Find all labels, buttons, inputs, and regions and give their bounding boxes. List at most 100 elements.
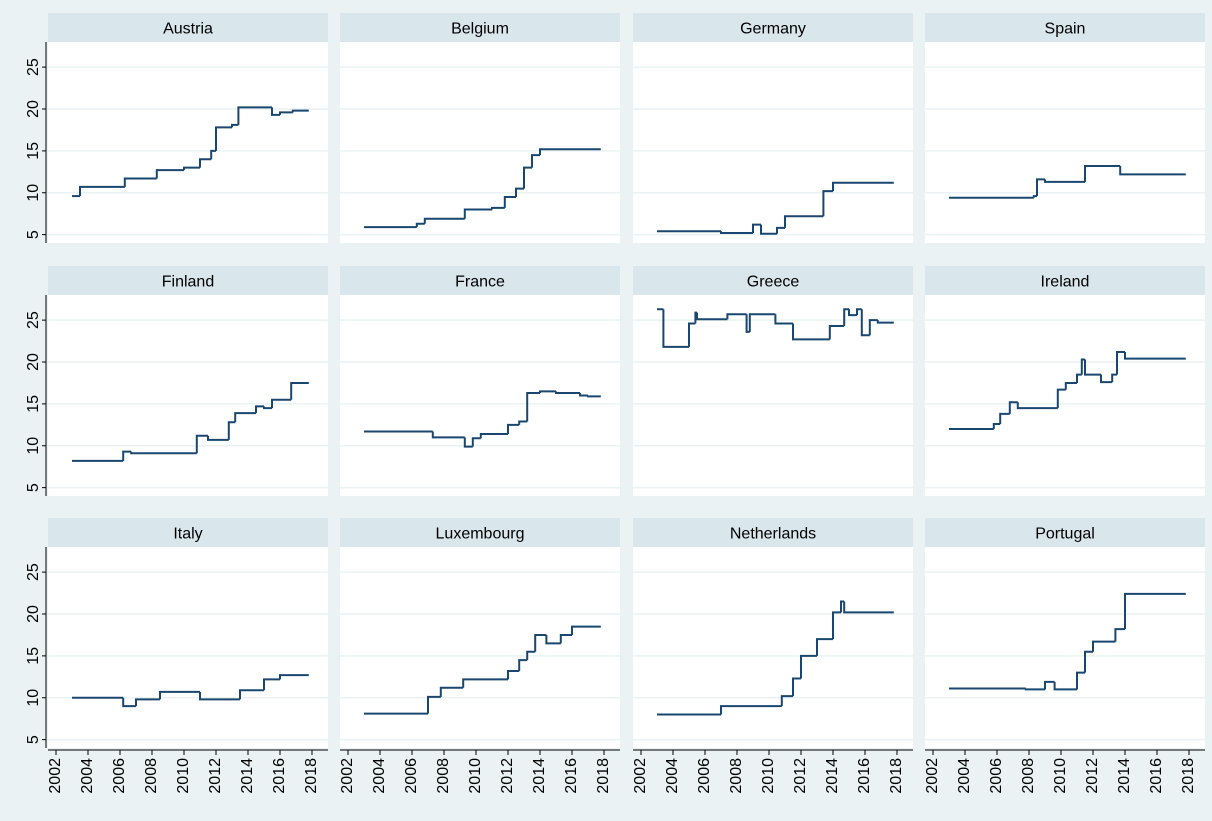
panel-background: [633, 547, 913, 748]
line-step: [290, 381, 309, 400]
x-tick-label: 2002: [339, 758, 356, 794]
line-step: [135, 698, 160, 707]
panel-title: Italy: [173, 526, 202, 543]
line-step: [195, 434, 208, 454]
line-step: [471, 437, 481, 447]
line-step: [122, 697, 136, 708]
x-tick-label: 2012: [207, 758, 224, 794]
panel-title: Finland: [162, 274, 214, 291]
line-step: [183, 166, 200, 171]
line-step: [199, 691, 240, 701]
y-tick-label: 10: [25, 437, 42, 455]
line-step: [1114, 628, 1125, 642]
x-tick-label: 2002: [47, 758, 64, 794]
x-tick-label: 2018: [888, 758, 905, 794]
line-step: [587, 395, 601, 398]
line-step: [1036, 178, 1045, 197]
line-step: [999, 412, 1010, 424]
line-step: [159, 690, 200, 700]
y-tick-label: 20: [25, 100, 42, 118]
line-step: [776, 226, 785, 234]
panel-header: [633, 13, 913, 42]
line-step: [1016, 402, 1058, 410]
x-tick-label: 2014: [239, 758, 256, 794]
line-step: [231, 123, 239, 128]
line-step: [539, 390, 556, 393]
x-tick-label: 2008: [143, 758, 160, 794]
line-step: [263, 406, 272, 410]
line-step: [822, 190, 833, 217]
line-step: [745, 314, 750, 333]
x-tick-label: 2018: [303, 758, 320, 794]
x-tick-label: 2010: [175, 758, 192, 794]
y-tick-label: 25: [25, 563, 42, 581]
line-step: [79, 185, 125, 197]
line-step: [271, 107, 280, 116]
line-step: [207, 435, 229, 441]
line-step: [239, 689, 264, 700]
line-step: [526, 650, 536, 661]
panel-background: [48, 42, 328, 243]
panel-background: [48, 295, 328, 496]
line-step: [868, 319, 878, 336]
y-tick-label: 5: [25, 483, 42, 492]
line-step: [832, 181, 894, 192]
line-step: [828, 324, 845, 340]
x-tick-label: 2010: [1052, 758, 1069, 794]
y-tick-label: 15: [25, 142, 42, 160]
line-step: [832, 611, 841, 640]
panel-header: [925, 518, 1205, 547]
line-step: [1084, 359, 1101, 376]
panel-header: [925, 13, 1205, 42]
line-step: [291, 109, 309, 113]
panel-header: [48, 518, 328, 547]
line-step: [720, 231, 753, 234]
line-step: [463, 208, 492, 219]
panel-background: [633, 295, 913, 496]
line-step: [1056, 388, 1066, 409]
line-step: [752, 223, 761, 233]
line-step: [1044, 179, 1085, 183]
line-step: [271, 398, 292, 409]
line-step: [1116, 350, 1125, 375]
line-step: [559, 633, 572, 644]
panel-title: Ireland: [1041, 274, 1090, 291]
line-step: [1124, 351, 1186, 360]
panel-header: [633, 518, 913, 547]
panel-title: France: [455, 274, 505, 291]
line-step: [279, 674, 309, 680]
line-step: [571, 625, 601, 635]
line-step: [1053, 681, 1077, 691]
line-step: [215, 126, 232, 151]
line-step: [856, 308, 862, 316]
panel-background: [925, 547, 1205, 748]
x-tick-label: 2012: [1084, 758, 1101, 794]
y-tick-label: 5: [25, 735, 42, 744]
line-step: [992, 422, 1001, 429]
panel-title: Spain: [1045, 21, 1086, 38]
line-step: [263, 678, 280, 691]
line-step: [518, 420, 528, 425]
line-step: [1100, 374, 1113, 384]
panel-background: [925, 42, 1205, 243]
line-step: [539, 148, 601, 156]
line-step: [840, 600, 845, 613]
line-step: [720, 705, 782, 715]
line-step: [463, 437, 473, 448]
line-step: [415, 222, 425, 228]
line-step: [155, 169, 184, 179]
line-step: [227, 421, 236, 440]
x-tick-label: 2016: [856, 758, 873, 794]
line-step: [579, 392, 588, 397]
line-step: [843, 601, 894, 614]
line-step: [780, 695, 793, 707]
line-step: [526, 391, 540, 422]
line-step: [123, 177, 157, 187]
line-step: [462, 678, 508, 688]
x-tick-label: 2018: [1180, 758, 1197, 794]
panel-title: Belgium: [451, 21, 509, 38]
panel-title: Germany: [740, 21, 806, 38]
line-step: [427, 695, 441, 714]
line-step: [1032, 195, 1037, 198]
